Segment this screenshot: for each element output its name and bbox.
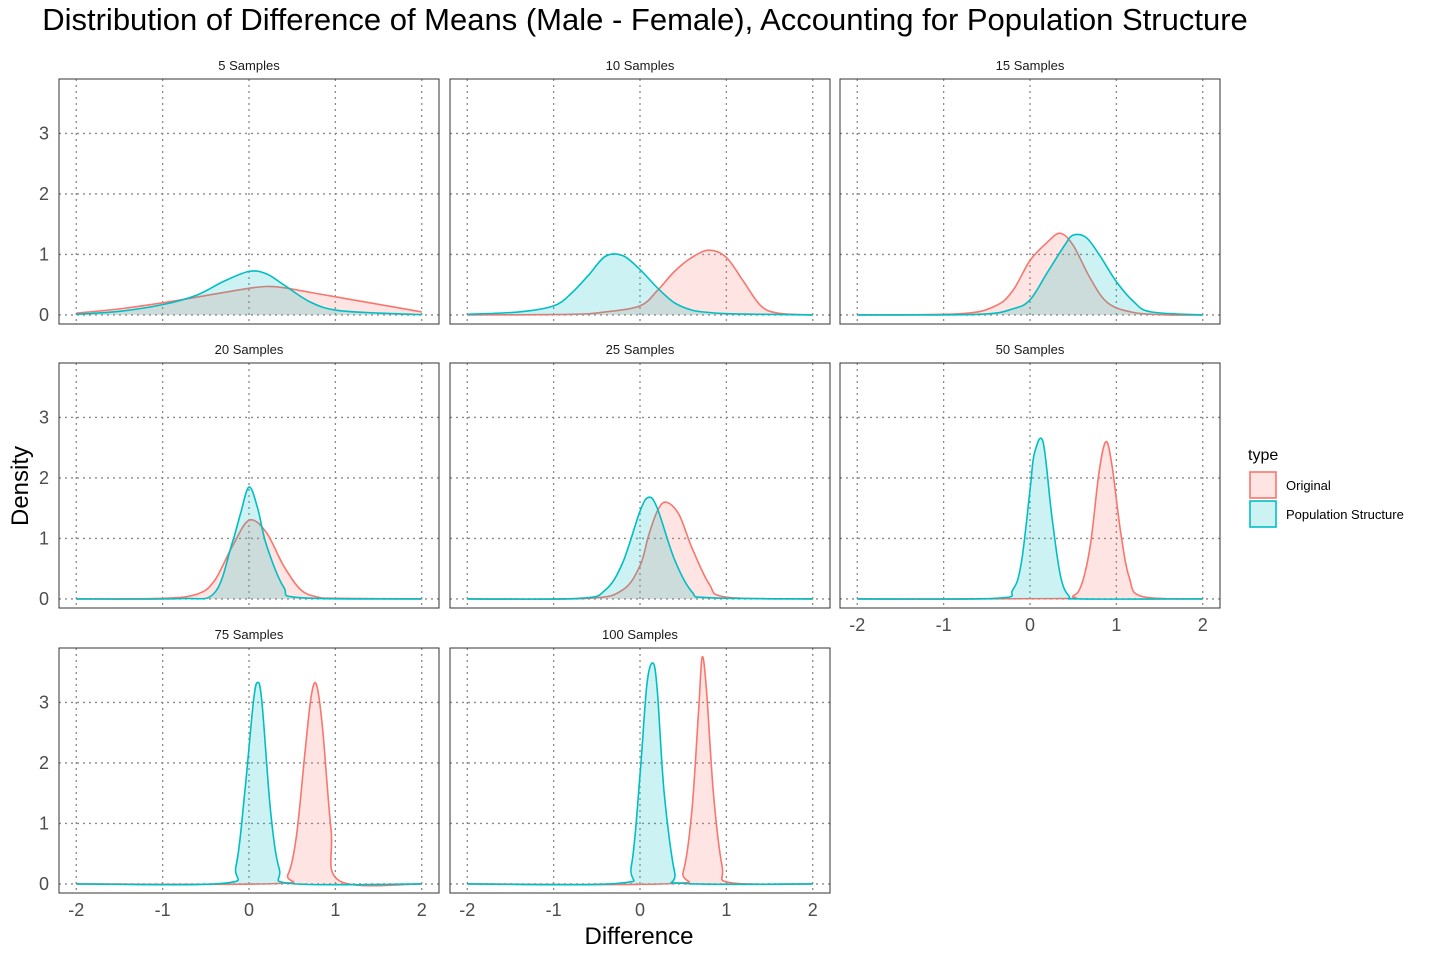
y-tick-label: 1 (39, 528, 49, 548)
density-line-original (76, 285, 422, 314)
y-tick-label: 0 (39, 305, 49, 325)
density-line-population-structure (857, 437, 1203, 600)
panel-border (839, 78, 1221, 325)
density-line-original (467, 501, 813, 600)
facet-label: 10 Samples (606, 58, 675, 73)
x-tick-label: 1 (330, 900, 340, 920)
facet-label: 75 Samples (215, 627, 284, 642)
density-line-population-structure (857, 233, 1203, 316)
y-tick-label: 3 (39, 123, 49, 143)
facet-panel: 50 Samples -2 -1 0 1 2 (839, 342, 1221, 635)
facet-panel: 10 Samples (449, 58, 831, 325)
x-tick-label: 1 (1111, 615, 1121, 635)
legend-label: Original (1286, 478, 1331, 493)
y-tick-label: 0 (39, 874, 49, 894)
facet-label: 5 Samples (218, 58, 280, 73)
x-tick-label: -1 (546, 900, 562, 920)
density-area-original (467, 502, 813, 600)
density-area-population-structure (76, 682, 422, 885)
legend-title: type (1248, 447, 1278, 464)
x-tick-label: 2 (1198, 615, 1208, 635)
density-area-original (857, 441, 1203, 599)
density-area-original (467, 250, 813, 315)
density-line-original (857, 232, 1203, 316)
facet-label: 15 Samples (996, 58, 1065, 73)
x-tick-label: 2 (808, 900, 818, 920)
panel-border (449, 362, 831, 609)
facet-panel: 75 Samples 0 1 2 3 -2 -1 0 1 2 (39, 627, 440, 920)
density-area-population-structure (76, 270, 422, 315)
density-area-population-structure (857, 234, 1203, 315)
density-area-original (76, 519, 422, 599)
facet-label: 100 Samples (602, 627, 678, 642)
density-area-population-structure (467, 253, 813, 315)
chart-title: Distribution of Difference of Means (Mal… (42, 2, 1248, 37)
panel-border (449, 78, 831, 325)
x-tick-label: -2 (849, 615, 865, 635)
panel-grid: 5 Samples 0 1 2 3 10 Samples 15 Samples 20 Samp… (39, 58, 1221, 920)
panel-border (58, 78, 440, 325)
x-tick-label: 1 (721, 900, 731, 920)
density-line-population-structure (467, 662, 813, 886)
facet-panel: 100 Samples -2 -1 0 1 2 (449, 627, 831, 920)
panel-border (839, 362, 1221, 609)
facet-panel: 5 Samples 0 1 2 3 (39, 58, 440, 325)
panel-border (58, 647, 440, 894)
density-area-population-structure (857, 438, 1203, 600)
x-tick-label: -1 (936, 615, 952, 635)
y-tick-label: 3 (39, 692, 49, 712)
density-line-population-structure (467, 253, 813, 316)
x-tick-label: 0 (244, 900, 254, 920)
legend-label: Population Structure (1286, 507, 1404, 522)
density-line-original (467, 249, 813, 316)
facet-panel: 15 Samples (839, 58, 1221, 325)
y-tick-label: 2 (39, 184, 49, 204)
x-tick-label: 0 (1025, 615, 1035, 635)
facet-label: 25 Samples (606, 342, 675, 357)
y-tick-label: 0 (39, 589, 49, 609)
facet-label: 20 Samples (215, 342, 284, 357)
legend-item: Population Structure (1249, 500, 1404, 528)
y-tick-label: 2 (39, 468, 49, 488)
y-tick-label: 1 (39, 813, 49, 833)
y-axis-title: Density (7, 446, 34, 526)
density-line-population-structure (76, 270, 422, 316)
y-tick-label: 3 (39, 407, 49, 427)
x-tick-label: -2 (459, 900, 475, 920)
legend: type Original Population Structure (1248, 447, 1404, 528)
x-tick-label: -2 (68, 900, 84, 920)
density-area-original (857, 233, 1203, 316)
y-tick-label: 1 (39, 244, 49, 264)
facet-panel: 25 Samples (449, 342, 831, 609)
density-line-population-structure (76, 486, 422, 600)
panel-border (58, 362, 440, 609)
legend-swatch (1249, 500, 1277, 528)
x-tick-label: -1 (155, 900, 171, 920)
legend-swatch (1249, 471, 1277, 499)
x-tick-label: 0 (635, 900, 645, 920)
legend-item: Original (1249, 471, 1331, 499)
facet-label: 50 Samples (996, 342, 1065, 357)
x-tick-label: 2 (417, 900, 427, 920)
density-line-population-structure (467, 496, 813, 600)
y-tick-label: 2 (39, 753, 49, 773)
panel-border (449, 647, 831, 894)
density-area-population-structure (76, 486, 422, 600)
density-area-population-structure (467, 497, 813, 600)
density-line-population-structure (76, 681, 422, 886)
x-axis-title: Difference (585, 923, 694, 950)
facet-panel: 20 Samples 0 1 2 3 (39, 342, 440, 609)
density-area-population-structure (467, 662, 813, 885)
density-area-original (76, 286, 422, 315)
